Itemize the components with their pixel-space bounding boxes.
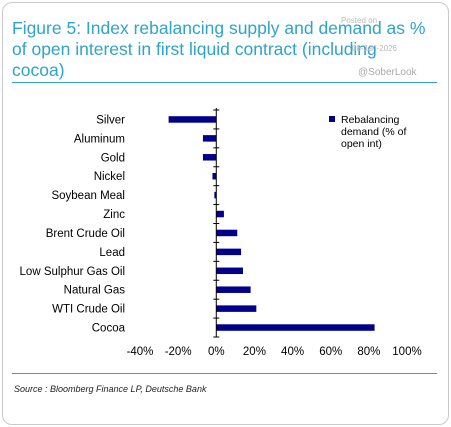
x-tick-label: -20% xyxy=(165,346,192,358)
x-tick-label: 100% xyxy=(392,346,421,358)
category-label: Soybean Meal xyxy=(51,190,125,202)
bar-gold xyxy=(202,154,217,161)
bar-cocoa xyxy=(216,324,375,331)
legend-swatch xyxy=(329,116,335,122)
x-tick-label: -40% xyxy=(127,346,154,358)
category-label: Lead xyxy=(99,247,125,259)
x-tick-label: 40% xyxy=(281,346,304,358)
x-tick-labels-group: -40% -20% 0% 20% 40% 60% 80% 100% xyxy=(127,346,422,358)
x-tick-label: 20% xyxy=(243,346,266,358)
bar-lead xyxy=(216,248,242,256)
category-label: Gold xyxy=(101,152,125,164)
legend-label: open int) xyxy=(341,138,382,150)
category-label: Aluminum xyxy=(74,133,125,145)
source-rule xyxy=(12,373,437,374)
axes-group xyxy=(213,108,220,338)
category-label: Cocoa xyxy=(92,323,126,335)
watermark-posted-on: Posted on xyxy=(341,16,378,25)
bar-aluminum xyxy=(202,135,217,142)
bar-wti-crude-oil xyxy=(216,305,257,312)
chart-title: Figure 5: Index rebalancing supply and d… xyxy=(12,18,426,80)
category-label: Natural Gas xyxy=(64,285,126,297)
category-label: Zinc xyxy=(103,209,125,221)
watermark-handle: @SoberLook xyxy=(358,67,417,78)
category-label: WTI Crude Oil xyxy=(52,304,125,316)
category-labels-group: Silver Aluminum Gold Nickel Soybean Meal Zinc… xyxy=(20,114,126,334)
bar-nickel xyxy=(212,172,217,180)
title-rule xyxy=(12,82,437,83)
bar-brent-crude-oil xyxy=(216,229,238,237)
bar-natural-gas xyxy=(216,286,251,293)
watermark-date: 08-Jan-2026 xyxy=(352,44,397,53)
category-label: Low Sulphur Gas Oil xyxy=(20,266,125,278)
legend-label: Rebalancing xyxy=(341,114,400,126)
bar-zinc xyxy=(216,210,224,218)
bar-low-sulphur-gas-oil xyxy=(216,267,243,275)
category-label: Brent Crude Oil xyxy=(46,228,125,240)
bar-soybean-meal xyxy=(214,191,217,199)
x-tick-label: 80% xyxy=(357,346,380,358)
x-tick-label: 60% xyxy=(319,346,342,358)
category-label: Nickel xyxy=(94,171,125,183)
bars-group xyxy=(168,116,375,331)
bar-silver xyxy=(168,116,217,123)
source-note: Source : Bloomberg Finance LP, Deutsche … xyxy=(14,384,207,394)
category-label: Silver xyxy=(96,114,125,126)
x-tick-label: 0% xyxy=(208,346,225,358)
legend-label: demand (% of xyxy=(341,126,406,138)
